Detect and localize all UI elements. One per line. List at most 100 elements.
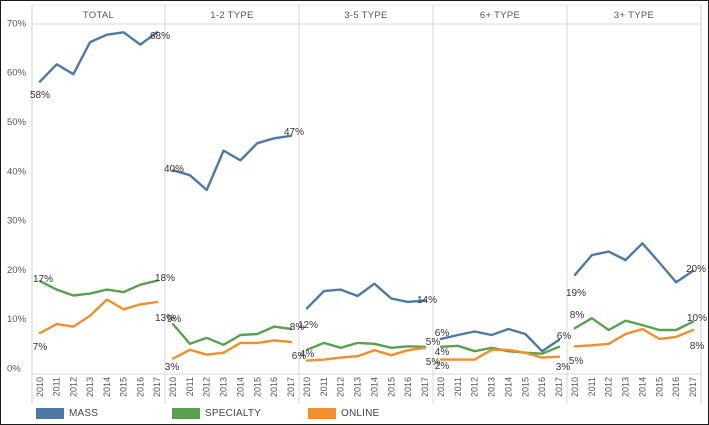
panel-title: 3-5 TYPE bbox=[344, 10, 387, 21]
data-label-specialty: 8% bbox=[290, 322, 305, 333]
panel-title: 3+ TYPE bbox=[614, 10, 654, 21]
data-label-mass: 14% bbox=[417, 295, 437, 306]
data-label-mass: 12% bbox=[298, 320, 318, 331]
data-label-mass: 19% bbox=[566, 288, 586, 299]
data-label-mass: 47% bbox=[284, 127, 304, 138]
series-line-online bbox=[305, 346, 427, 362]
data-label-online: 7% bbox=[33, 342, 48, 353]
data-label-specialty: 3% bbox=[556, 362, 571, 373]
y-tick-label: 0% bbox=[7, 364, 21, 375]
y-tick-label: 10% bbox=[7, 314, 27, 325]
data-label-online: 3% bbox=[165, 362, 180, 373]
x-tick-label: 2016 bbox=[269, 377, 279, 397]
x-tick-label: 2010 bbox=[168, 377, 178, 397]
data-label-mass: 68% bbox=[150, 31, 170, 42]
legend-swatch-mass bbox=[36, 407, 64, 419]
data-label-specialty: 9% bbox=[167, 314, 182, 325]
x-tick-label: 2010 bbox=[436, 377, 446, 397]
data-label-specialty: 5% bbox=[426, 337, 441, 348]
panel-title: 1-2 TYPE bbox=[210, 10, 253, 21]
data-label-specialty: 18% bbox=[155, 273, 175, 284]
data-label-specialty: 4% bbox=[435, 347, 450, 358]
legend-item-online: ONLINE bbox=[308, 406, 379, 420]
x-tick-label: 2017 bbox=[152, 377, 162, 397]
series-line-online bbox=[171, 339, 293, 360]
y-tick-label: 60% bbox=[7, 68, 27, 79]
x-tick-label: 2017 bbox=[688, 377, 698, 397]
x-tick-label: 2013 bbox=[219, 377, 229, 397]
data-label-mass: 40% bbox=[164, 164, 184, 175]
series-line-online bbox=[439, 348, 561, 361]
x-tick-label: 2011 bbox=[587, 377, 597, 396]
x-tick-label: 2012 bbox=[336, 377, 346, 397]
data-label-mass: 6% bbox=[435, 328, 450, 339]
x-tick-label: 2017 bbox=[286, 377, 296, 397]
data-label-mass: 6% bbox=[557, 331, 572, 342]
legend-item-specialty: SPECIALTY bbox=[172, 406, 261, 420]
data-label-online: 6% bbox=[292, 351, 307, 362]
x-tick-label: 2016 bbox=[537, 377, 547, 397]
x-tick-label: 2013 bbox=[85, 377, 95, 397]
x-tick-label: 2015 bbox=[386, 377, 396, 397]
legend-label-online: ONLINE bbox=[341, 407, 380, 419]
data-label-specialty: 17% bbox=[33, 274, 53, 285]
x-tick-label: 2011 bbox=[453, 377, 463, 396]
x-tick-label: 2011 bbox=[319, 377, 329, 396]
data-label-mass: 20% bbox=[686, 264, 706, 275]
x-tick-label: 2014 bbox=[235, 377, 245, 397]
x-tick-label: 2014 bbox=[637, 377, 647, 397]
series-line-mass bbox=[38, 31, 159, 83]
data-label-specialty: 10% bbox=[687, 313, 707, 324]
data-label-online: 5% bbox=[569, 356, 584, 367]
x-tick-label: 2015 bbox=[654, 377, 664, 397]
x-tick-label: 2010 bbox=[35, 377, 45, 397]
series-line-online bbox=[38, 298, 159, 335]
panel-title: TOTAL bbox=[83, 10, 114, 21]
series-line-specialty bbox=[38, 279, 159, 297]
y-tick-label: 20% bbox=[7, 265, 27, 276]
x-tick-label: 2014 bbox=[102, 377, 112, 397]
y-tick-label: 70% bbox=[7, 18, 27, 29]
series-line-online bbox=[573, 327, 695, 348]
data-label-mass: 58% bbox=[30, 90, 50, 101]
x-tick-label: 2017 bbox=[554, 377, 564, 397]
data-label-online: 13% bbox=[155, 313, 175, 324]
series-line-specialty bbox=[171, 322, 293, 346]
legend-swatch-specialty bbox=[172, 407, 200, 419]
data-label-specialty: 4% bbox=[300, 349, 315, 360]
x-tick-label: 2014 bbox=[369, 377, 379, 397]
data-label-online: 2% bbox=[435, 361, 450, 372]
x-tick-label: 2010 bbox=[570, 377, 580, 397]
series-line-mass bbox=[439, 327, 561, 353]
legend-label-mass: MASS bbox=[69, 407, 99, 419]
x-tick-label: 2015 bbox=[252, 377, 262, 397]
x-tick-label: 2012 bbox=[604, 377, 614, 397]
x-tick-label: 2012 bbox=[202, 377, 212, 397]
series-line-specialty bbox=[573, 317, 695, 332]
x-tick-label: 2016 bbox=[671, 377, 681, 397]
x-tick-label: 2010 bbox=[302, 377, 312, 397]
panel-title: 6+ TYPE bbox=[480, 10, 520, 21]
x-tick-label: 2013 bbox=[621, 377, 631, 397]
legend-item-mass: MASS bbox=[36, 406, 98, 420]
x-tick-label: 2015 bbox=[520, 377, 530, 397]
series-line-specialty bbox=[305, 341, 427, 351]
x-tick-label: 2015 bbox=[119, 377, 129, 397]
data-label-specialty: 8% bbox=[570, 310, 585, 321]
legend-label-specialty: SPECIALTY bbox=[205, 407, 262, 419]
y-tick-label: 50% bbox=[7, 117, 27, 128]
x-tick-label: 2011 bbox=[185, 377, 195, 396]
x-tick-label: 2017 bbox=[420, 377, 430, 397]
x-tick-label: 2011 bbox=[52, 377, 62, 396]
y-tick-label: 30% bbox=[7, 216, 27, 227]
x-tick-label: 2012 bbox=[68, 377, 78, 397]
data-label-online: 8% bbox=[690, 341, 705, 352]
x-tick-label: 2016 bbox=[135, 377, 145, 397]
x-tick-label: 2016 bbox=[403, 377, 413, 397]
series-line-mass bbox=[171, 134, 293, 192]
x-tick-label: 2013 bbox=[353, 377, 363, 397]
x-tick-label: 2014 bbox=[503, 377, 513, 397]
legend-swatch-online bbox=[308, 407, 336, 419]
